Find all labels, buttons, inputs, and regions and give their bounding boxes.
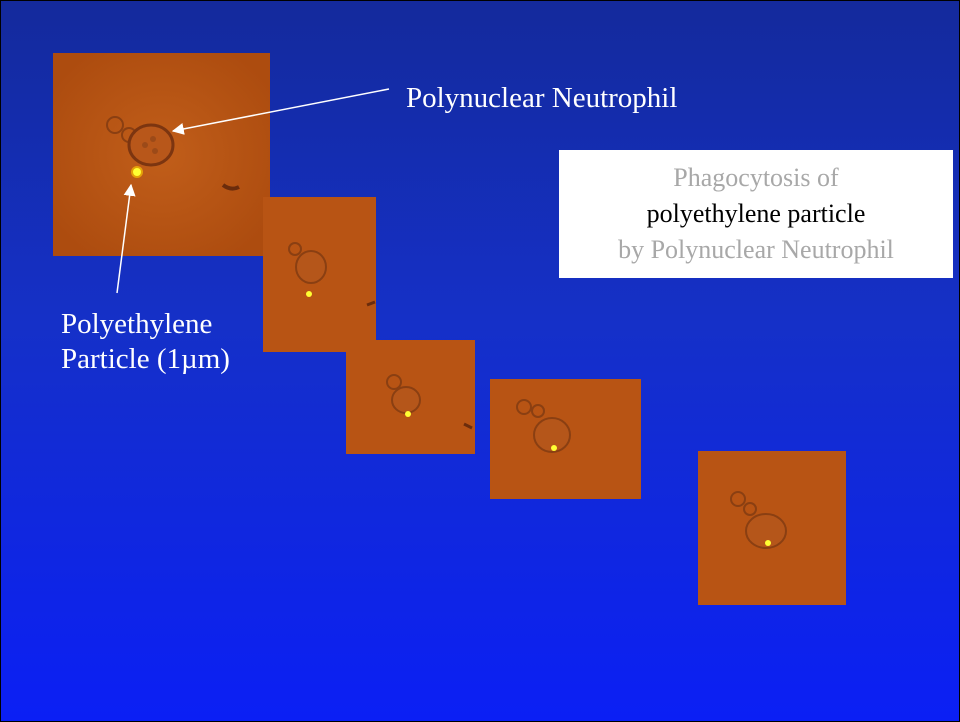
micrograph-frame-4 bbox=[490, 379, 641, 499]
title-line-2: polyethylene particle bbox=[646, 199, 866, 228]
micrograph-image-4 bbox=[490, 379, 641, 499]
particle-label-line-1: Polyethylene bbox=[61, 308, 213, 340]
micrograph-image-3 bbox=[346, 340, 475, 454]
title-box: Phagocytosis of polyethylene particle by… bbox=[559, 150, 953, 278]
particle-label-line-2: Particle (1µm) bbox=[61, 343, 230, 376]
particle-label: Polyethylene Particle (1µm) bbox=[61, 307, 230, 378]
micrograph-frame-1 bbox=[53, 53, 270, 256]
micrograph-frame-5 bbox=[698, 451, 846, 605]
title-line-1: Phagocytosis of bbox=[673, 163, 839, 192]
neutrophil-label: Polynuclear Neutrophil bbox=[406, 82, 678, 114]
micrograph-frame-3 bbox=[346, 340, 475, 454]
micrograph-image-2 bbox=[263, 197, 376, 352]
micrograph-image-5 bbox=[698, 451, 846, 605]
title-line-3: by Polynuclear Neutrophil bbox=[618, 235, 894, 264]
micrograph-frame-2 bbox=[263, 197, 376, 352]
micrograph-image-1 bbox=[53, 53, 270, 256]
